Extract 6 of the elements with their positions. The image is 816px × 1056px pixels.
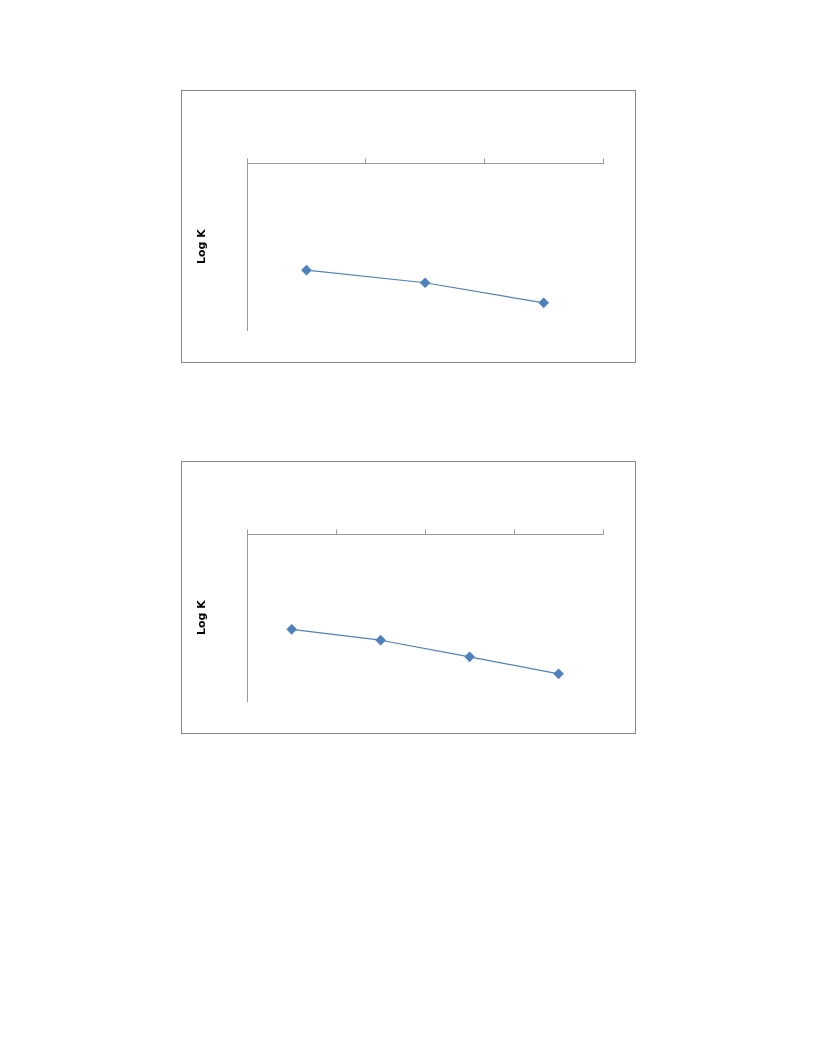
point bbox=[553, 668, 564, 679]
point bbox=[286, 624, 297, 635]
point bbox=[375, 635, 386, 646]
point bbox=[464, 651, 475, 662]
y-axis-title: Log K bbox=[195, 228, 209, 265]
y-axis-title: Log K bbox=[195, 599, 209, 636]
